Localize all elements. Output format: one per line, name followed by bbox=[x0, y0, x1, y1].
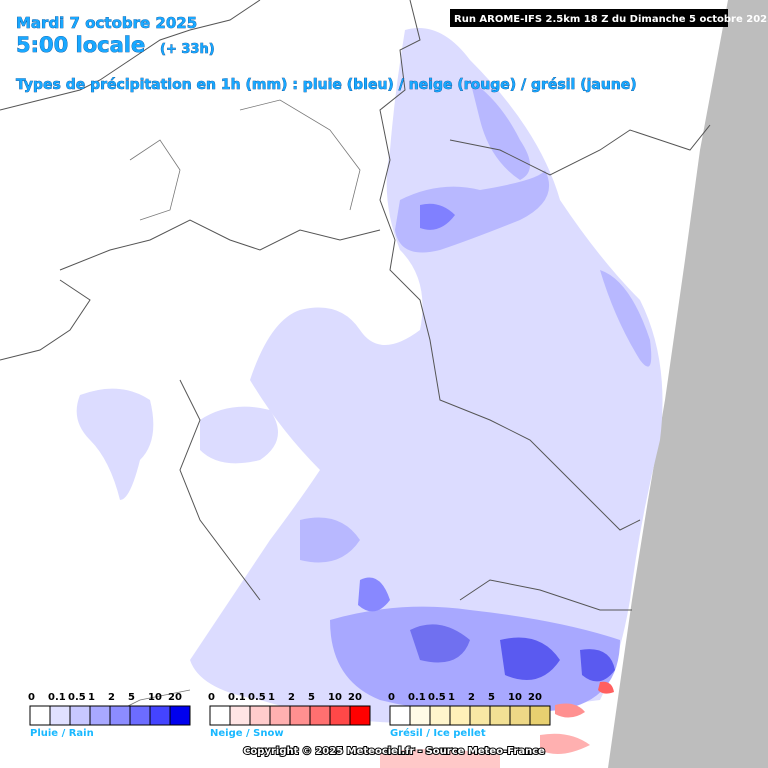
legend-tick: 1 bbox=[448, 692, 455, 703]
legend-tick: 5 bbox=[308, 692, 315, 703]
legend-tick: 5 bbox=[128, 692, 135, 703]
border bbox=[459, 579, 632, 611]
legend-swatch bbox=[229, 705, 251, 726]
legend-swatch bbox=[149, 705, 171, 726]
legend-tick: 2 bbox=[108, 692, 115, 703]
rain-moderate bbox=[395, 170, 550, 253]
legend-swatch bbox=[409, 705, 431, 726]
rain-light bbox=[76, 388, 154, 500]
legend-swatch bbox=[109, 705, 131, 726]
legend-swatch bbox=[129, 705, 151, 726]
run-info: Run AROME-IFS 2.5km 18 Z du Dimanche 5 o… bbox=[454, 14, 768, 25]
legend-tick: 2 bbox=[288, 692, 295, 703]
rain-moderate bbox=[330, 606, 620, 714]
border bbox=[0, 0, 261, 111]
legend-tick: 0 bbox=[28, 692, 35, 703]
legend-name: Neige / Snow bbox=[210, 728, 284, 739]
legend-swatch bbox=[89, 705, 111, 726]
legend-name: Grésil / Ice pellet bbox=[390, 727, 486, 739]
legend-tick: 0.5 bbox=[68, 692, 86, 703]
time: 5:00 locale bbox=[16, 33, 145, 57]
legend-swatch bbox=[209, 705, 231, 726]
legend-tick: 0.5 bbox=[428, 692, 446, 703]
rain-moderate bbox=[600, 270, 652, 367]
snow bbox=[540, 733, 590, 754]
legend-swatch bbox=[529, 705, 551, 726]
legend-tick: 10 bbox=[148, 692, 162, 703]
legend-swatch bbox=[469, 705, 491, 726]
rain-heavy bbox=[358, 577, 390, 612]
run-box bbox=[450, 9, 728, 27]
snow bbox=[380, 749, 500, 768]
border bbox=[449, 124, 711, 176]
legend-tick: 0.1 bbox=[408, 692, 426, 703]
legend-tick: 0.5 bbox=[248, 692, 266, 703]
rain-heavy bbox=[420, 203, 455, 230]
snow bbox=[598, 681, 614, 694]
rain-light bbox=[200, 406, 278, 464]
legend-tick: 5 bbox=[488, 692, 495, 703]
legend-swatch bbox=[329, 705, 351, 726]
legend-tick: 10 bbox=[328, 692, 342, 703]
legend-tick: 2 bbox=[468, 692, 475, 703]
rain-moderate bbox=[300, 517, 360, 563]
legend-swatch bbox=[429, 705, 451, 726]
legend-swatch bbox=[249, 705, 271, 726]
rain-heavy bbox=[410, 624, 470, 663]
border bbox=[59, 219, 381, 271]
lead-time: (+ 33h) bbox=[160, 42, 215, 57]
legend-swatch bbox=[169, 705, 191, 726]
out-of-domain bbox=[608, 0, 768, 768]
legend-tick: 0 bbox=[208, 692, 215, 703]
legend-swatch bbox=[49, 705, 71, 726]
legend-tick: 20 bbox=[348, 692, 362, 703]
border bbox=[379, 0, 641, 531]
legend-swatch bbox=[509, 705, 531, 726]
legend-tick: 0.1 bbox=[48, 692, 66, 703]
legend-tick: 0 bbox=[388, 692, 395, 703]
legend-swatch bbox=[349, 705, 371, 726]
legend-swatch bbox=[289, 705, 311, 726]
legend-tick: 0.1 bbox=[228, 692, 246, 703]
legend-swatch bbox=[309, 705, 331, 726]
legend-tick: 20 bbox=[168, 692, 182, 703]
rain-moderate bbox=[470, 80, 530, 180]
copyright: Copyright © 2025 Meteociel.fr - Source M… bbox=[243, 746, 545, 757]
legend-name: Pluie / Rain bbox=[30, 728, 94, 739]
rain-heavy bbox=[580, 649, 615, 682]
subtitle: Types de précipitation en 1h (mm) : plui… bbox=[16, 77, 637, 93]
legend-swatch bbox=[69, 705, 91, 726]
legend-swatch bbox=[269, 705, 291, 726]
legend-swatch bbox=[489, 705, 511, 726]
date: Mardi 7 octobre 2025 bbox=[16, 14, 197, 32]
legend-swatch bbox=[29, 705, 51, 726]
legend-swatch bbox=[449, 705, 471, 726]
rain-heavy bbox=[500, 637, 560, 680]
legend-tick: 1 bbox=[268, 692, 275, 703]
snow bbox=[555, 703, 585, 718]
border bbox=[0, 279, 261, 601]
legend-swatch bbox=[389, 705, 411, 726]
legend-tick: 10 bbox=[508, 692, 522, 703]
legend-tick: 1 bbox=[88, 692, 95, 703]
legend-tick: 20 bbox=[528, 692, 542, 703]
